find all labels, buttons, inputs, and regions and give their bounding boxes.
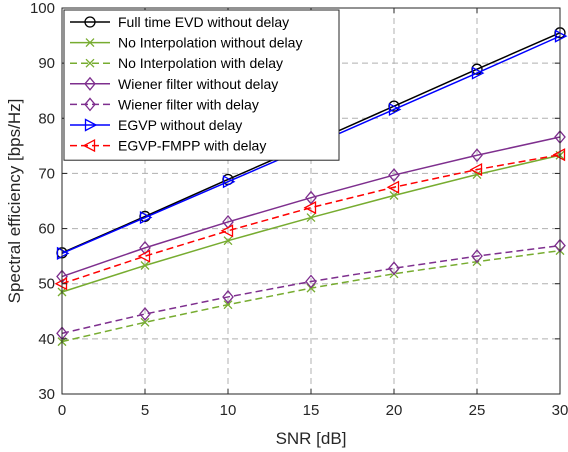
data-point-diamond xyxy=(84,97,96,112)
data-point-triangle-right xyxy=(388,102,402,117)
data-point-x xyxy=(85,58,95,68)
data-point-diamond xyxy=(471,249,483,264)
x-tick-label: 15 xyxy=(303,402,320,419)
legend-label: Full time EVD without delay xyxy=(118,14,289,30)
y-axis-title: Spectral efficiency [bps/Hz] xyxy=(5,99,24,304)
data-point-triangle-right xyxy=(222,175,236,189)
x-tick-label: 5 xyxy=(141,402,149,419)
series-line xyxy=(61,153,561,285)
x-tick-label: 20 xyxy=(386,402,403,419)
data-point-diamond xyxy=(139,307,151,322)
legend-box xyxy=(63,9,340,161)
legend-label: No Interpolation with delay xyxy=(118,55,283,71)
data-point-x xyxy=(223,236,233,246)
ticks: 0 5 10 15 20 25 30 30 40 50 60 70 80 90 100 xyxy=(30,0,568,419)
legend-label: EGVP-FMPP with delay xyxy=(118,138,266,154)
y-tick-label: 70 xyxy=(38,165,55,182)
legend-item: No Interpolation without delay xyxy=(70,35,302,51)
y-tick-label: 100 xyxy=(30,0,55,17)
legend-label: EGVP without delay xyxy=(118,117,242,133)
data-point-diamond xyxy=(471,148,483,163)
data-point-triangle-left xyxy=(303,201,317,215)
legend-label: Wiener filter without delay xyxy=(118,76,278,92)
x-tick-label: 25 xyxy=(469,402,486,419)
data-point-diamond xyxy=(222,289,234,304)
data-point-x xyxy=(389,191,399,200)
x-tick-label: 0 xyxy=(58,402,66,419)
legend-label: Wiener filter with delay xyxy=(118,96,259,112)
data-point-triangle-left xyxy=(220,224,234,238)
series-line xyxy=(61,244,561,335)
data-point-triangle-left xyxy=(552,148,566,162)
data-point-triangle-left xyxy=(469,162,483,177)
data-point-x xyxy=(306,213,316,223)
legend-item: EGVP without delay xyxy=(70,117,242,133)
y-tick-label: 90 xyxy=(38,55,55,72)
data-point-triangle-right xyxy=(471,66,485,80)
legend-item: EGVP-FMPP with delay xyxy=(70,138,266,154)
y-tick-label: 50 xyxy=(38,276,55,293)
data-point-circle xyxy=(84,16,96,28)
data-point-x xyxy=(140,261,150,270)
data-point-x xyxy=(223,300,233,310)
data-point-diamond xyxy=(305,190,317,205)
data-point-triangle-right xyxy=(84,118,98,132)
y-tick-label: 60 xyxy=(38,221,55,238)
data-point-diamond xyxy=(139,240,151,255)
data-point-x xyxy=(140,317,150,327)
legend-item: Wiener filter with delay xyxy=(70,96,259,112)
data-point-x xyxy=(85,38,95,48)
legend-item: Wiener filter without delay xyxy=(70,76,278,92)
y-tick-label: 30 xyxy=(38,386,55,403)
x-tick-label: 10 xyxy=(220,402,237,419)
y-tick-label: 80 xyxy=(38,110,55,127)
x-axis-title: SNR [dB] xyxy=(276,429,347,448)
data-point-diamond xyxy=(305,274,317,289)
data-point-triangle-right xyxy=(554,29,568,43)
data-point-triangle-right xyxy=(56,246,70,260)
data-point-diamond xyxy=(388,261,400,276)
data-point-triangle-left xyxy=(82,139,96,153)
x-tick-label: 30 xyxy=(552,402,568,419)
data-point-triangle-left xyxy=(386,180,400,194)
data-point-triangle-left xyxy=(137,249,151,263)
data-point-triangle-right xyxy=(139,210,153,225)
legend-item: Full time EVD without delay xyxy=(70,14,289,30)
legend: Full time EVD without delay No Interpolat… xyxy=(63,9,340,161)
data-point-diamond xyxy=(388,168,400,183)
data-point-diamond xyxy=(84,76,96,91)
series-line xyxy=(61,136,561,278)
legend-label: No Interpolation without delay xyxy=(118,35,302,51)
y-tick-label: 40 xyxy=(38,331,55,348)
legend-item: No Interpolation with delay xyxy=(70,55,283,71)
